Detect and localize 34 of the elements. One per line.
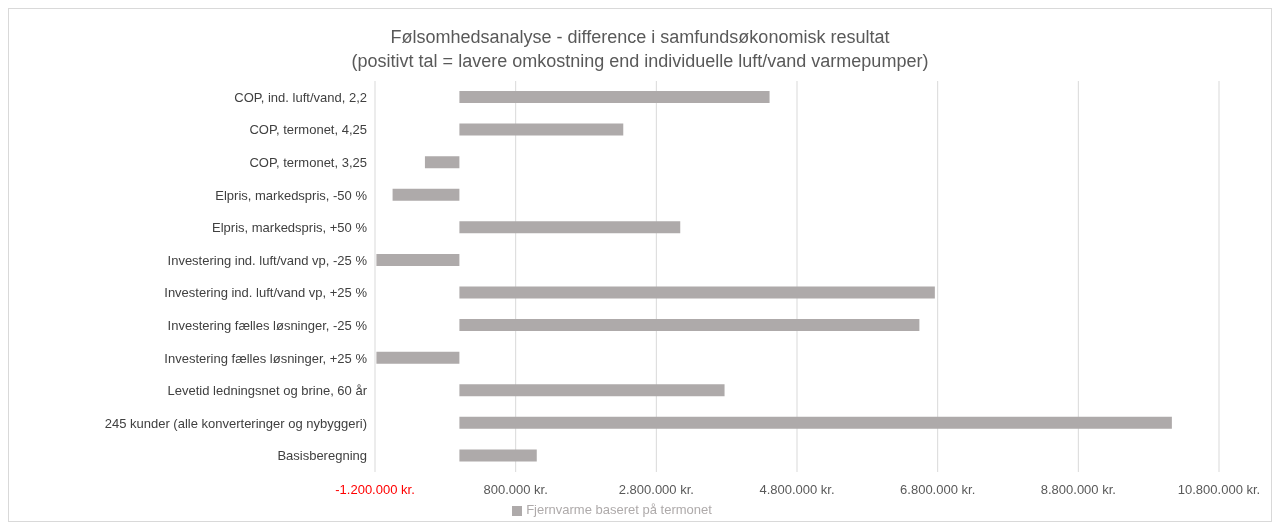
x-tick-label: 8.800.000 kr. <box>1040 482 1116 497</box>
bar <box>459 221 681 234</box>
y-tick-label: Investering fælles løsninger, +25 % <box>164 350 368 366</box>
x-tick-label: 800.000 kr. <box>483 482 548 497</box>
y-tick-label: Elpris, markedspris, -50 % <box>215 187 368 203</box>
bar <box>376 253 460 266</box>
bar <box>459 123 624 136</box>
y-tick-label: Investering fælles løsninger, -25 % <box>167 317 368 333</box>
y-tick-label: Levetid ledningsnet og brine, 60 år <box>167 383 368 399</box>
x-tick-label: 4.800.000 kr. <box>759 482 835 497</box>
bar <box>392 188 460 201</box>
bar <box>459 286 935 299</box>
x-tick-label: -1.200.000 kr. <box>335 482 415 497</box>
bar <box>424 156 460 169</box>
y-tick-label: 245 kunder (alle konverteringer og nybyggeri) <box>104 415 367 431</box>
bar <box>459 449 537 462</box>
y-tick-label: COP, termonet, 3,25 <box>249 155 367 171</box>
bar <box>459 416 1172 429</box>
bar <box>376 351 460 364</box>
bar <box>459 384 725 397</box>
chart-subtitle: (positivt tal = lavere omkostning end individuelle luft/vand varmepumper) <box>350 50 930 73</box>
chart-title: Følsomhedsanalyse - difference i samfundsøkonomisk resultat <box>389 26 891 49</box>
legend-label: Fjernvarme baseret på termonet <box>526 502 712 517</box>
x-tick-label: 2.800.000 kr. <box>618 482 694 497</box>
y-tick-label: Investering ind. luft/vand vp, +25 % <box>164 285 368 301</box>
y-tick-label: COP, ind. luft/vand, 2,2 <box>234 89 367 105</box>
y-tick-label: Basisberegning <box>277 448 367 464</box>
bar <box>459 91 770 103</box>
x-tick-label: 6.800.000 kr. <box>900 482 976 497</box>
bar <box>459 319 920 332</box>
y-tick-label: Investering ind. luft/vand vp, -25 % <box>167 252 368 268</box>
y-tick-label: COP, termonet, 4,25 <box>249 122 367 138</box>
x-tick-label: 10.800.000 kr. <box>1177 482 1261 497</box>
y-tick-label: Elpris, markedspris, +50 % <box>212 220 368 236</box>
